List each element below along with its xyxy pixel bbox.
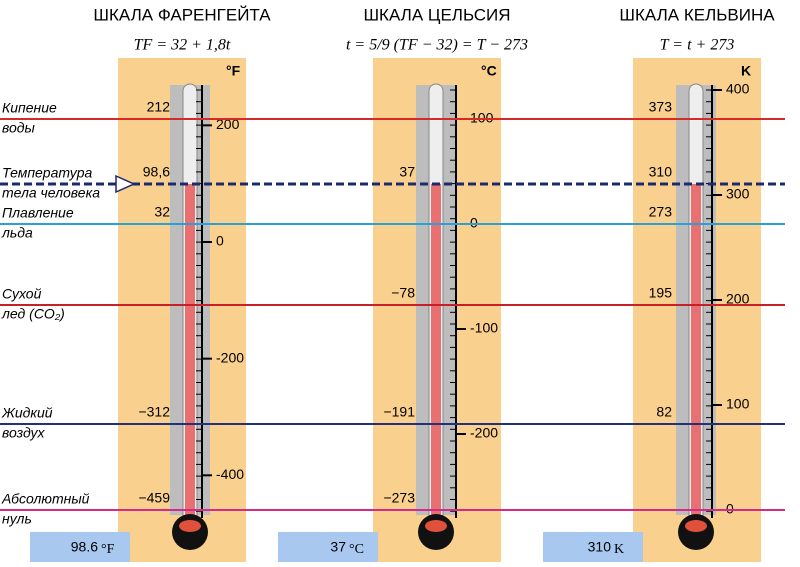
event-label: Сухой bbox=[2, 286, 42, 302]
point-label: 37 bbox=[399, 164, 415, 180]
event-label: лед (CO₂) bbox=[1, 306, 65, 322]
tick-label: 0 bbox=[470, 215, 478, 231]
point-label: −273 bbox=[383, 490, 415, 506]
tick-label: -400 bbox=[216, 466, 244, 482]
reading-box bbox=[278, 532, 378, 562]
event-label: Жидкий bbox=[1, 405, 53, 421]
point-label: 32 bbox=[154, 204, 170, 220]
point-label: 310 bbox=[649, 164, 673, 180]
mercury bbox=[691, 184, 701, 524]
event-label: тела человека bbox=[2, 185, 100, 201]
reading-value: 98.6 bbox=[71, 539, 98, 555]
formula: T = t + 273 bbox=[660, 37, 735, 54]
tick-label: 100 bbox=[726, 396, 750, 412]
mercury bbox=[185, 184, 195, 524]
bulb-glow bbox=[425, 520, 447, 532]
point-label: 273 bbox=[649, 204, 673, 220]
reading-value: 37 bbox=[330, 539, 346, 555]
reading-unit: °F bbox=[101, 542, 115, 557]
reading-box bbox=[543, 532, 643, 562]
point-label: 195 bbox=[649, 285, 673, 301]
scale-title: ШКАЛА ФАРЕНГЕЙТА bbox=[93, 5, 271, 24]
tick-label: 100 bbox=[470, 110, 494, 126]
scale-title: ШКАЛА ЦЕЛЬСИЯ bbox=[363, 5, 510, 24]
point-label: −78 bbox=[391, 285, 415, 301]
unit: K bbox=[741, 63, 751, 79]
unit: °C bbox=[481, 63, 497, 79]
point-label: −312 bbox=[138, 404, 170, 420]
formula: TF = 32 + 1,8t bbox=[134, 37, 231, 54]
reading-box bbox=[30, 532, 130, 562]
event-label: Кипение bbox=[2, 100, 57, 116]
event-label: воды bbox=[2, 120, 36, 136]
point-label: 212 bbox=[147, 99, 171, 115]
tick-label: 400 bbox=[726, 81, 750, 97]
tick-label: -200 bbox=[470, 425, 498, 441]
point-label: −459 bbox=[138, 490, 170, 506]
tick-label: 300 bbox=[726, 186, 750, 202]
event-label: воздух bbox=[2, 425, 46, 441]
formula: t = 5/9 (TF − 32) = T − 273 bbox=[346, 37, 528, 54]
point-label: 373 bbox=[649, 99, 673, 115]
tick-label: 200 bbox=[216, 116, 240, 132]
point-label: 98,6 bbox=[143, 164, 170, 180]
point-label: −191 bbox=[383, 404, 415, 420]
tick-label: 200 bbox=[726, 291, 750, 307]
point-label: 82 bbox=[656, 404, 672, 420]
mercury bbox=[431, 184, 441, 524]
tick-label: 0 bbox=[726, 501, 734, 517]
event-label: Абсолютный bbox=[1, 491, 90, 507]
tick-label: -200 bbox=[216, 349, 244, 365]
event-label: нуль bbox=[2, 511, 32, 527]
scale-title: ШКАЛА КЕЛЬВИНА bbox=[619, 5, 775, 24]
pointer bbox=[115, 174, 136, 194]
bulb-glow bbox=[179, 520, 201, 532]
tick-label: 0 bbox=[216, 233, 224, 249]
event-label: льда bbox=[1, 225, 33, 241]
unit: °F bbox=[226, 63, 241, 79]
reading-value: 310 bbox=[588, 539, 612, 555]
event-label: Температура bbox=[2, 165, 93, 181]
tick-label: -100 bbox=[470, 320, 498, 336]
reading-unit: K bbox=[614, 542, 624, 557]
event-label: Плавление bbox=[2, 205, 74, 221]
bulb-glow bbox=[685, 520, 707, 532]
reading-unit: °C bbox=[349, 542, 364, 557]
